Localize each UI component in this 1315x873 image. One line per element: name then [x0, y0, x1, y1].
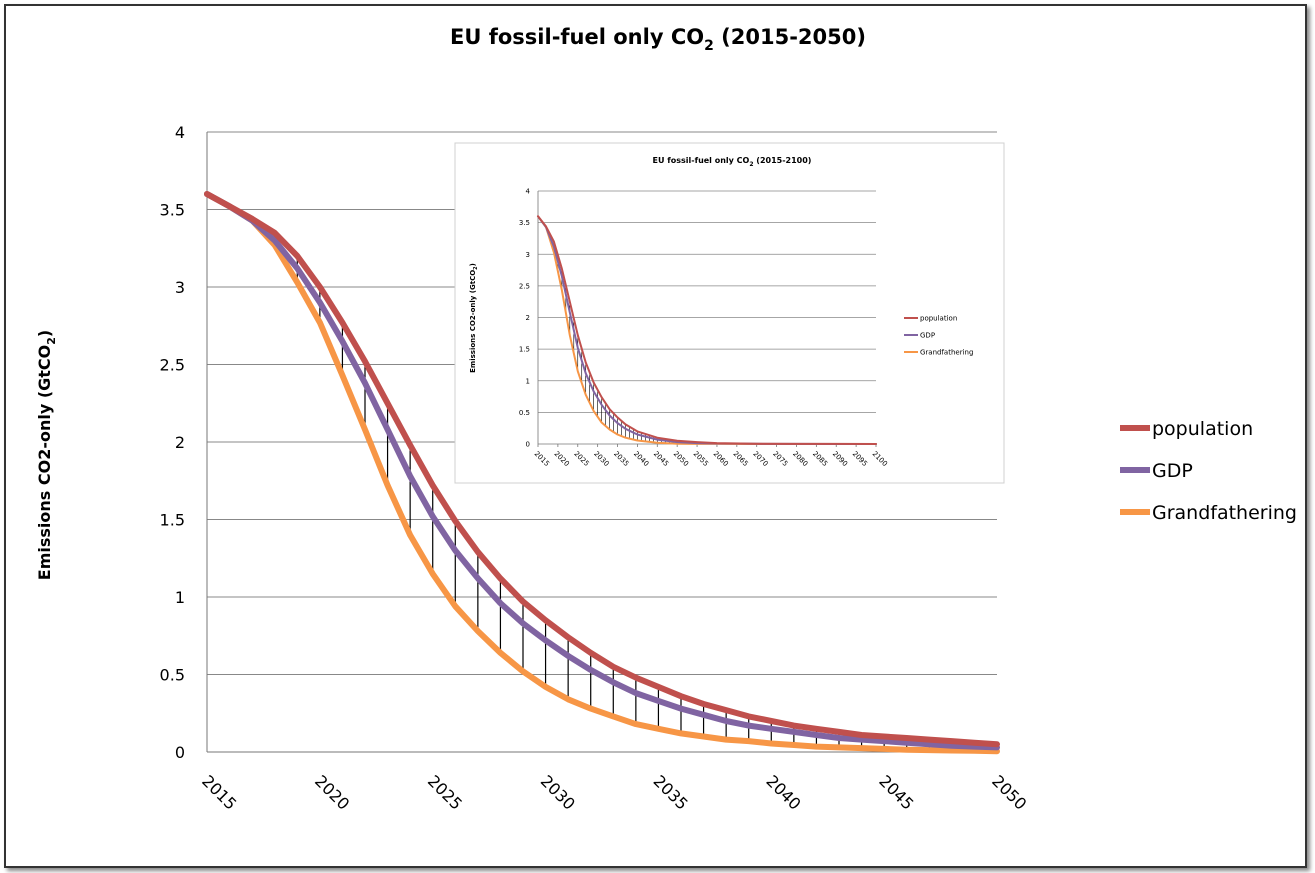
y-tick-label: 0	[175, 743, 185, 762]
legend-label-grandfathering: Grandfathering	[1152, 502, 1297, 524]
main-y-ticks: 0 0.5 1 1.5 2 2.5 3 3.5 4	[160, 123, 185, 762]
series-line-grandfathering	[204, 191, 1000, 755]
x-tick-label: 2050	[988, 771, 1030, 813]
y-tick-label: 3.5	[160, 201, 185, 220]
x-tick-label: 2045	[875, 771, 917, 813]
inset-frame	[454, 142, 1005, 484]
y-tick-label: 0.5	[519, 409, 530, 417]
main-x-ticks: 2015 2020 2025 2030 2035 2040 2045 2050	[198, 771, 1030, 813]
inset-title: EU fossil-fuel only CO2 (2015-2100)	[653, 156, 812, 168]
inset-series	[537, 215, 877, 445]
x-tick-label: 2030	[537, 771, 579, 813]
inset-y-ticks: 0 0.5 1 1.5 2 2.5 3 3.5 4	[519, 188, 531, 449]
y-tick-label: 2.5	[160, 356, 185, 375]
inset-legend: population GDP Grandfathering	[904, 315, 973, 357]
x-tick-label: 2025	[424, 771, 466, 813]
x-tick-label: 2015	[198, 771, 240, 813]
legend-label-population: population	[1152, 418, 1253, 440]
legend-label-gdp: GDP	[920, 332, 935, 340]
y-tick-label: 2.5	[519, 282, 530, 290]
series-line-population	[204, 191, 1000, 748]
inset-y-axis-label: Emissions CO2-only (GtCO2)	[469, 263, 479, 373]
y-tick-label: 1.5	[519, 346, 530, 354]
x-tick-label: 2035	[650, 771, 692, 813]
series-line-gdp	[204, 191, 1000, 751]
y-tick-label: 2	[175, 433, 185, 452]
y-tick-label: 1.5	[160, 511, 185, 530]
main-series	[204, 191, 1000, 755]
x-tick-label: 2040	[762, 771, 804, 813]
legend-label-population: population	[920, 315, 957, 323]
y-tick-label: 0	[526, 441, 530, 449]
y-tick-label: 3	[175, 278, 185, 297]
y-tick-label: 3	[526, 251, 530, 259]
inset-chart: EU fossil-fuel only CO2 (2015-2100) Emis…	[454, 142, 1005, 484]
series-line-population	[537, 215, 877, 445]
x-tick-label: 2020	[311, 771, 353, 813]
y-tick-label: 2	[526, 314, 530, 322]
legend-label-gdp: GDP	[1152, 460, 1193, 482]
y-tick-label: 0.5	[160, 666, 185, 685]
y-tick-label: 1	[175, 588, 185, 607]
y-tick-label: 4	[526, 188, 531, 196]
y-tick-label: 1	[526, 377, 530, 385]
y-tick-label: 4	[175, 123, 185, 142]
y-tick-label: 3.5	[519, 219, 530, 227]
chart-title: EU fossil-fuel only CO2 (2015-2050)	[450, 25, 866, 54]
y-axis-label: Emissions CO2-only (GtCO2)	[35, 330, 58, 580]
legend-label-grandfathering: Grandfathering	[920, 349, 973, 357]
main-legend: population GDP Grandfathering	[1120, 418, 1297, 524]
